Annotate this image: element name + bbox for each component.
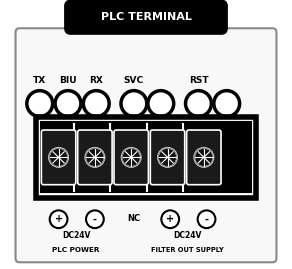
Circle shape xyxy=(121,91,147,116)
Circle shape xyxy=(194,148,213,167)
Text: -: - xyxy=(93,214,97,224)
Text: BIU: BIU xyxy=(59,76,77,85)
Text: -: - xyxy=(204,214,208,224)
Text: PLC TERMINAL: PLC TERMINAL xyxy=(100,12,192,22)
Circle shape xyxy=(49,148,68,167)
Text: SVC: SVC xyxy=(124,76,144,85)
FancyBboxPatch shape xyxy=(187,130,221,185)
Bar xyxy=(41,122,251,192)
FancyBboxPatch shape xyxy=(66,1,226,33)
Circle shape xyxy=(85,148,105,167)
Circle shape xyxy=(148,91,174,116)
Text: +: + xyxy=(55,214,63,224)
FancyBboxPatch shape xyxy=(15,28,277,262)
Text: TX: TX xyxy=(33,76,46,85)
FancyBboxPatch shape xyxy=(150,130,185,185)
Text: DC24V: DC24V xyxy=(62,231,90,240)
Bar xyxy=(151,130,184,185)
Bar xyxy=(36,117,256,198)
Circle shape xyxy=(158,148,177,167)
Circle shape xyxy=(55,91,81,116)
Circle shape xyxy=(27,91,53,116)
FancyBboxPatch shape xyxy=(41,130,76,185)
Circle shape xyxy=(198,210,215,228)
FancyBboxPatch shape xyxy=(114,130,148,185)
Circle shape xyxy=(50,210,67,228)
Circle shape xyxy=(161,210,179,228)
Text: NC: NC xyxy=(127,214,140,223)
Text: FILTER OUT SUPPLY: FILTER OUT SUPPLY xyxy=(151,247,224,253)
Circle shape xyxy=(214,91,240,116)
Bar xyxy=(79,130,111,185)
FancyBboxPatch shape xyxy=(78,130,112,185)
Circle shape xyxy=(83,91,109,116)
Bar xyxy=(115,130,148,185)
Text: +: + xyxy=(166,214,174,224)
Circle shape xyxy=(86,210,104,228)
Circle shape xyxy=(185,91,211,116)
Text: DC24V: DC24V xyxy=(173,231,202,240)
Circle shape xyxy=(121,148,141,167)
Text: PLC POWER: PLC POWER xyxy=(52,247,100,253)
Bar xyxy=(42,130,75,185)
Bar xyxy=(187,130,220,185)
Text: RST: RST xyxy=(189,76,208,85)
Text: RX: RX xyxy=(89,76,103,85)
